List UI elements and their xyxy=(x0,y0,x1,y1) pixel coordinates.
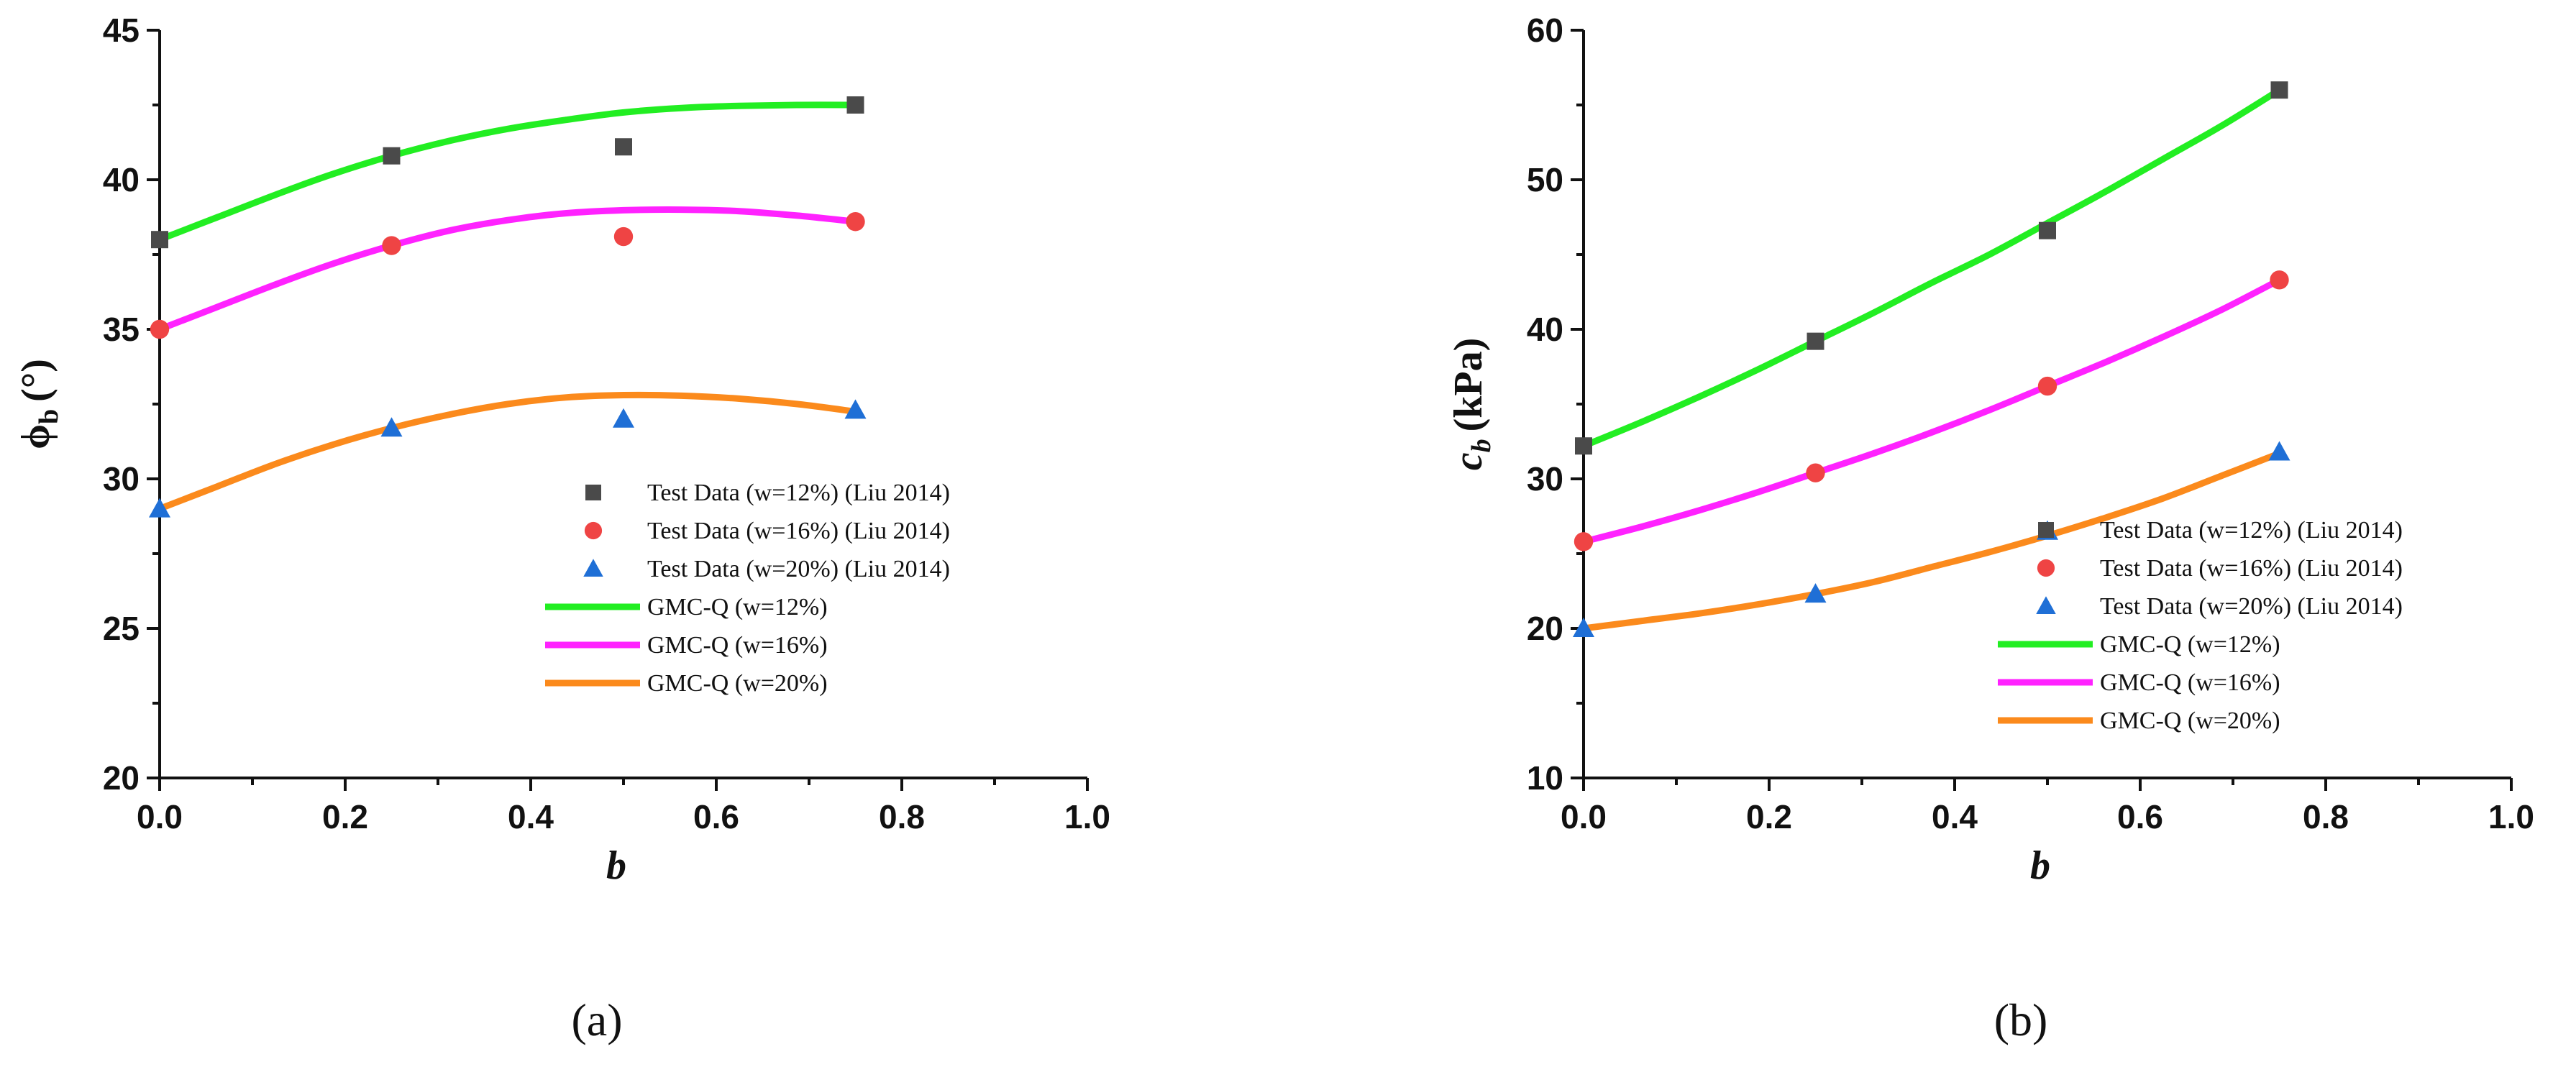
y-axis-label-main: ϕ xyxy=(14,424,58,449)
legend-entry-label: Test Data (w=12%) (Liu 2014) xyxy=(647,480,950,506)
x-tick-label: 0.0 xyxy=(137,798,183,835)
legend-entry-label: Test Data (w=20%) (Liu 2014) xyxy=(2100,593,2403,620)
data-point-series-1 xyxy=(2039,221,2056,239)
data-point-series-1 xyxy=(1807,332,1824,350)
legend-marker xyxy=(2037,559,2055,577)
legend-entry-label: GMC-Q (w=16%) xyxy=(647,632,828,659)
y-tick-label: 40 xyxy=(103,161,140,198)
y-tick-label: 20 xyxy=(103,759,140,797)
data-point-series-1 xyxy=(846,96,864,114)
y-tick-label: 35 xyxy=(103,311,140,348)
y-axis-label-sub: b xyxy=(1466,439,1497,452)
x-tick-label: 0.4 xyxy=(1932,798,1978,835)
data-point-series-3 xyxy=(380,417,403,437)
y-tick-label: 30 xyxy=(103,460,140,498)
legend-entry-label: Test Data (w=16%) (Liu 2014) xyxy=(647,518,950,544)
y-tick-label: 45 xyxy=(103,12,140,49)
data-point-series-2 xyxy=(1574,532,1594,551)
y-tick-label: 30 xyxy=(1527,460,1563,498)
fit-line-series-2 xyxy=(1580,276,2283,545)
y-tick-label: 60 xyxy=(1527,12,1563,49)
data-point-series-3 xyxy=(1804,583,1827,603)
legend-entry-label: Test Data (w=20%) (Liu 2014) xyxy=(647,556,950,582)
legend: Test Data (w=12%) (Liu 2014) Test Data (w… xyxy=(1998,517,2403,734)
panel-a: 0.0 0.2 0.4 0.6 0.8 1.0202530354045bϕb(°)Test… xyxy=(14,12,1110,1045)
fit-line-series-2 xyxy=(156,206,859,333)
data-point-series-2 xyxy=(1806,463,1825,482)
x-tick-label: 0.2 xyxy=(322,798,368,835)
fit-line-series-3 xyxy=(1580,450,2283,632)
x-axis-label: b xyxy=(606,843,626,888)
data-point-series-1 xyxy=(615,138,632,156)
x-tick-label: 0.8 xyxy=(879,798,925,835)
y-axis-label-unit: (°) xyxy=(14,359,58,402)
x-tick-label: 0.6 xyxy=(693,798,739,835)
data-point-series-3 xyxy=(1573,618,1594,637)
data-point-series-1 xyxy=(2270,81,2288,99)
legend-marker xyxy=(2036,596,2056,614)
legend-entry-label: GMC-Q (w=16%) xyxy=(2100,669,2280,696)
y-tick-label: 20 xyxy=(1527,610,1563,647)
y-tick-label: 40 xyxy=(1527,311,1563,348)
legend-entry-label: GMC-Q (w=12%) xyxy=(2100,631,2280,658)
data-point-series-2 xyxy=(846,212,865,232)
y-tick-label: 50 xyxy=(1527,161,1563,198)
y-axis-label-unit: (kPa) xyxy=(1446,338,1491,432)
panel-b: 0.0 0.2 0.4 0.6 0.8 1.0102030405060bcb(kPa)Te… xyxy=(1446,12,2534,1045)
data-point-series-2 xyxy=(150,319,170,339)
y-tick-label: 25 xyxy=(103,610,140,647)
data-point-series-1 xyxy=(151,231,168,249)
data-point-series-2 xyxy=(613,226,634,247)
y-axis-label: ϕb (°) xyxy=(14,359,64,449)
legend-entry-label: GMC-Q (w=20%) xyxy=(647,670,828,697)
x-tick-label: 1.0 xyxy=(1064,798,1110,835)
legend-marker xyxy=(585,485,601,500)
legend-marker xyxy=(584,521,603,540)
data-point-series-3 xyxy=(613,408,634,428)
data-point-series-2 xyxy=(382,236,401,255)
x-tick-label: 0.0 xyxy=(1561,798,1607,835)
data-point-series-2 xyxy=(2037,376,2057,396)
data-point-series-3 xyxy=(844,399,867,419)
legend-marker xyxy=(2038,522,2054,538)
panel-label: (b) xyxy=(1994,994,2048,1045)
data-point-series-3 xyxy=(2268,441,2290,461)
y-axis-label-main: c xyxy=(1446,452,1491,470)
x-tick-label: 0.6 xyxy=(2117,798,2163,835)
x-tick-label: 1.0 xyxy=(2488,798,2534,835)
panel-label: (a) xyxy=(571,994,622,1045)
legend-entry-label: GMC-Q (w=20%) xyxy=(2100,707,2280,734)
x-axis-label: b xyxy=(2030,843,2050,888)
data-point-series-2 xyxy=(2270,270,2289,290)
data-point-series-1 xyxy=(1575,437,1592,455)
x-tick-label: 0.2 xyxy=(1746,798,1792,835)
fit-line-series-3 xyxy=(156,391,859,513)
legend: Test Data (w=12%) (Liu 2014) Test Data (w… xyxy=(545,480,950,697)
legend-entry-label: Test Data (w=12%) (Liu 2014) xyxy=(2100,517,2403,544)
y-axis-label-sub: b xyxy=(34,409,64,424)
legend-marker xyxy=(583,559,603,577)
y-tick-label: 10 xyxy=(1527,759,1563,797)
legend-entry-label: GMC-Q (w=12%) xyxy=(647,594,828,620)
data-point-series-1 xyxy=(383,147,401,165)
x-tick-label: 0.8 xyxy=(2303,798,2349,835)
fit-line-series-1 xyxy=(156,101,859,243)
legend-entry-label: Test Data (w=16%) (Liu 2014) xyxy=(2100,555,2403,582)
data-point-series-3 xyxy=(149,498,170,518)
y-axis-label: cb (kPa) xyxy=(1446,338,1497,471)
x-tick-label: 0.4 xyxy=(508,798,554,835)
fit-line-series-1 xyxy=(1580,86,2283,449)
